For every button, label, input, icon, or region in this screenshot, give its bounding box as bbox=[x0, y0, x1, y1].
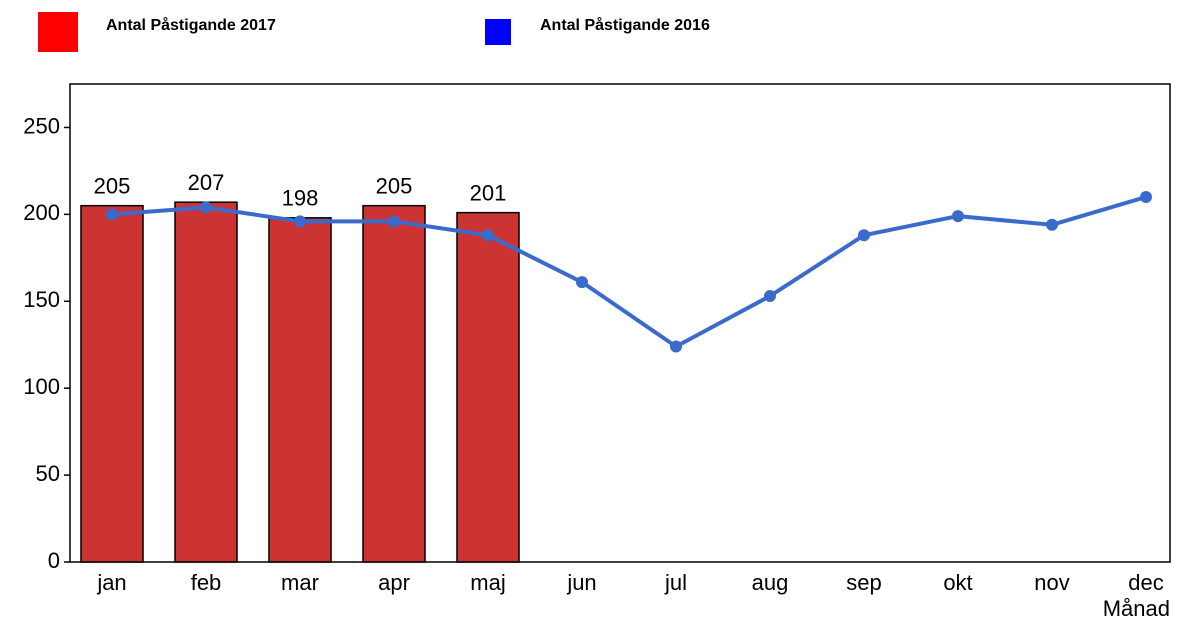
bar bbox=[268, 217, 332, 563]
line-point bbox=[482, 229, 494, 242]
bar bbox=[362, 204, 426, 563]
data-label: 207 bbox=[188, 170, 225, 195]
data-label: 198 bbox=[282, 186, 319, 211]
line-point bbox=[764, 290, 776, 303]
line-point bbox=[294, 215, 306, 228]
bar bbox=[174, 201, 238, 563]
x-tick-label: jul bbox=[664, 570, 687, 595]
bar bbox=[80, 204, 144, 563]
y-tick-label: 200 bbox=[23, 200, 60, 225]
bar bbox=[456, 211, 520, 563]
plot-frame bbox=[69, 83, 1171, 563]
x-tick-label: jun bbox=[566, 570, 596, 595]
x-tick-label: aug bbox=[752, 570, 789, 595]
line-point bbox=[1046, 218, 1058, 231]
x-tick-label: mar bbox=[281, 570, 319, 595]
y-tick-label: 0 bbox=[48, 548, 60, 573]
line bbox=[111, 195, 1147, 349]
line-point bbox=[670, 340, 682, 353]
y-tick-label: 50 bbox=[36, 461, 60, 486]
data-label: 201 bbox=[470, 180, 507, 205]
data-label: 205 bbox=[94, 173, 131, 198]
line-point bbox=[200, 201, 212, 214]
legend-label: Antal Påstigande 2017 bbox=[106, 16, 276, 34]
legend-swatch bbox=[485, 19, 511, 45]
y-tick-label: 250 bbox=[23, 113, 60, 138]
legend-swatch bbox=[38, 12, 78, 52]
x-tick-label: maj bbox=[470, 570, 505, 595]
x-tick-label: jan bbox=[96, 570, 126, 595]
x-tick-label: nov bbox=[1034, 570, 1069, 595]
x-axis-label: Månad bbox=[1103, 596, 1170, 621]
x-tick-label: sep bbox=[846, 570, 881, 595]
line-point bbox=[388, 215, 400, 228]
data-label: 205 bbox=[376, 173, 413, 198]
line-point bbox=[858, 229, 870, 242]
legend-label: Antal Påstigande 2016 bbox=[540, 16, 710, 34]
line-point bbox=[952, 210, 964, 223]
line-point bbox=[576, 276, 588, 289]
x-tick-label: dec bbox=[1128, 570, 1163, 595]
line-point bbox=[106, 208, 118, 221]
line-point bbox=[1140, 190, 1152, 203]
x-tick-label: apr bbox=[378, 570, 410, 595]
x-tick-label: okt bbox=[943, 570, 972, 595]
y-tick-label: 150 bbox=[23, 287, 60, 312]
y-tick-label: 100 bbox=[23, 374, 60, 399]
x-tick-label: feb bbox=[191, 570, 222, 595]
